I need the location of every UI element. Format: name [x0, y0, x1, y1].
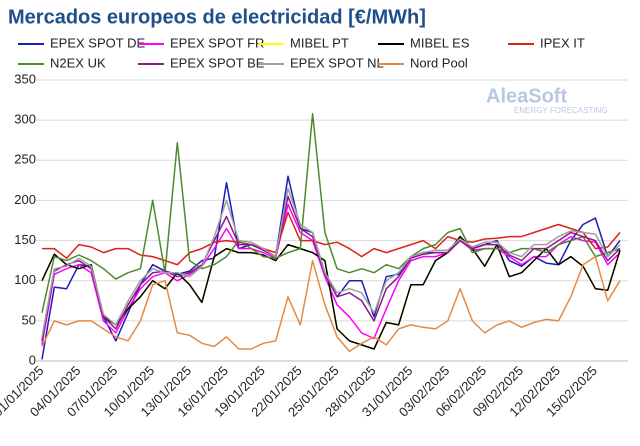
legend-label: MIBEL PT — [290, 35, 349, 50]
y-tick-label: 0 — [29, 352, 36, 367]
legend-label: EPEX SPOT NL — [290, 55, 384, 70]
legend-label: EPEX SPOT DE — [50, 35, 145, 50]
legend-label: EPEX SPOT BE — [170, 55, 265, 70]
legend-label: IPEX IT — [540, 35, 585, 50]
y-tick-label: 50 — [22, 312, 36, 327]
series-line — [42, 211, 621, 266]
series-line — [41, 175, 621, 360]
chart-title: Mercados europeos de electricidad [€/MWh… — [8, 6, 426, 28]
y-tick-label: 300 — [14, 112, 36, 127]
logo-tagline: ENERGY FORECASTING — [514, 106, 608, 115]
y-tick-label: 200 — [14, 192, 36, 207]
series-line — [41, 235, 621, 350]
y-tick-label: 350 — [14, 71, 36, 86]
legend-label: MIBEL ES — [410, 35, 470, 50]
series-line — [41, 195, 621, 342]
series-line — [41, 203, 621, 346]
legend-label: N2EX UK — [50, 55, 106, 70]
y-tick-label: 150 — [14, 232, 36, 247]
series-line — [41, 255, 621, 353]
series-line — [41, 112, 621, 313]
legend-label: EPEX SPOT FR — [170, 35, 264, 50]
y-tick-label: 100 — [14, 272, 36, 287]
logo-name: AleaSoft — [486, 85, 567, 107]
series-line — [41, 187, 621, 338]
y-tick-label: 250 — [14, 152, 36, 167]
legend-label: Nord Pool — [410, 55, 468, 70]
